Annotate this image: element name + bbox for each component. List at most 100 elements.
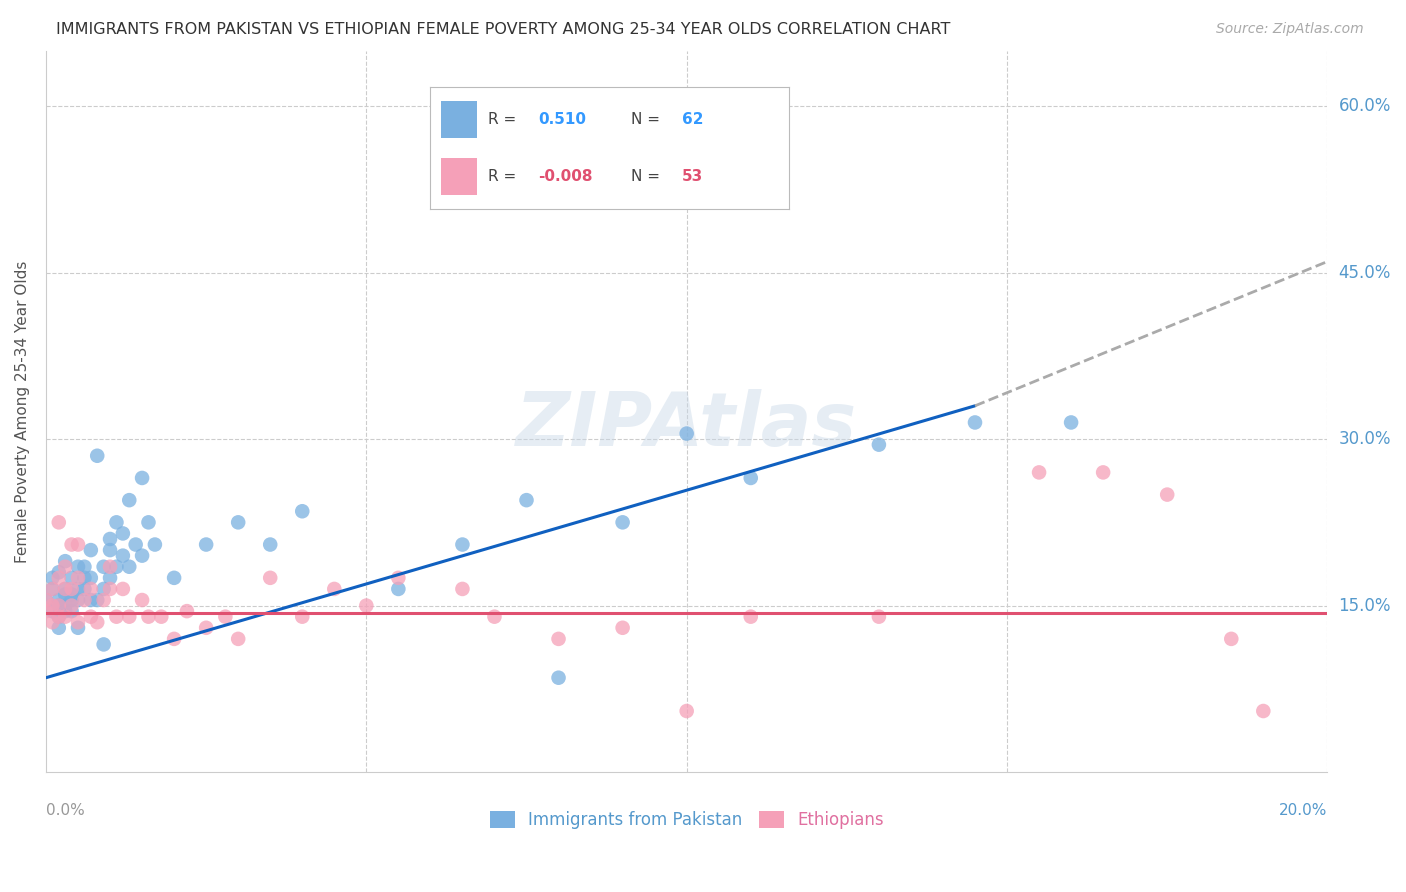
- Point: [118, 559, 141, 574]
- Point: [105, 516, 128, 530]
- Point: [387, 582, 409, 596]
- Point: [60, 537, 83, 551]
- Point: [131, 549, 153, 563]
- Point: [105, 559, 128, 574]
- Point: [1060, 416, 1083, 430]
- Point: [1028, 466, 1050, 480]
- Point: [93, 593, 115, 607]
- Text: 15.0%: 15.0%: [1339, 597, 1391, 615]
- Point: [195, 537, 218, 551]
- Point: [41, 571, 63, 585]
- Point: [60, 599, 83, 613]
- Point: [451, 582, 474, 596]
- Point: [98, 559, 121, 574]
- Point: [740, 609, 762, 624]
- Point: [259, 571, 281, 585]
- Point: [66, 615, 89, 630]
- Point: [73, 582, 96, 596]
- Point: [60, 593, 83, 607]
- Point: [868, 609, 890, 624]
- Point: [66, 582, 89, 596]
- Point: [53, 582, 76, 596]
- Point: [66, 537, 89, 551]
- Point: [93, 559, 115, 574]
- Point: [214, 609, 236, 624]
- Point: [80, 571, 103, 585]
- Point: [80, 593, 103, 607]
- Point: [138, 516, 160, 530]
- Point: [963, 416, 986, 430]
- Point: [35, 593, 58, 607]
- Point: [48, 609, 70, 624]
- Point: [259, 537, 281, 551]
- Point: [612, 621, 634, 635]
- Point: [35, 593, 58, 607]
- Point: [138, 609, 160, 624]
- Y-axis label: Female Poverty Among 25-34 Year Olds: Female Poverty Among 25-34 Year Olds: [15, 260, 30, 563]
- Point: [41, 582, 63, 596]
- Point: [35, 604, 58, 618]
- Point: [41, 604, 63, 618]
- Point: [48, 599, 70, 613]
- Point: [118, 493, 141, 508]
- Point: [48, 621, 70, 635]
- Legend: Immigrants from Pakistan, Ethiopians: Immigrants from Pakistan, Ethiopians: [482, 805, 890, 836]
- Point: [86, 449, 108, 463]
- Point: [53, 587, 76, 601]
- Point: [111, 526, 134, 541]
- Point: [66, 571, 89, 585]
- Point: [48, 599, 70, 613]
- Point: [868, 437, 890, 451]
- Point: [80, 609, 103, 624]
- Point: [66, 593, 89, 607]
- Point: [98, 532, 121, 546]
- Point: [80, 582, 103, 596]
- Point: [73, 559, 96, 574]
- Point: [66, 621, 89, 635]
- Point: [80, 543, 103, 558]
- Point: [60, 571, 83, 585]
- Text: Source: ZipAtlas.com: Source: ZipAtlas.com: [1216, 22, 1364, 37]
- Point: [111, 582, 134, 596]
- Point: [60, 587, 83, 601]
- Point: [48, 593, 70, 607]
- Text: 60.0%: 60.0%: [1339, 97, 1391, 115]
- Point: [547, 671, 569, 685]
- Point: [53, 582, 76, 596]
- Point: [118, 609, 141, 624]
- Point: [484, 609, 506, 624]
- Point: [226, 632, 249, 646]
- Point: [176, 604, 198, 618]
- Point: [226, 516, 249, 530]
- Point: [73, 571, 96, 585]
- Point: [515, 493, 537, 508]
- Point: [143, 537, 166, 551]
- Point: [86, 593, 108, 607]
- Point: [98, 571, 121, 585]
- Text: 20.0%: 20.0%: [1279, 803, 1327, 818]
- Point: [291, 504, 314, 518]
- Point: [53, 599, 76, 613]
- Point: [48, 571, 70, 585]
- Point: [98, 543, 121, 558]
- Point: [291, 609, 314, 624]
- Point: [195, 621, 218, 635]
- Point: [124, 537, 146, 551]
- Point: [60, 582, 83, 596]
- Point: [547, 632, 569, 646]
- Text: 30.0%: 30.0%: [1339, 430, 1391, 448]
- Point: [53, 604, 76, 618]
- Text: 0.0%: 0.0%: [46, 803, 84, 818]
- Point: [387, 571, 409, 585]
- Point: [163, 571, 186, 585]
- Point: [53, 554, 76, 568]
- Point: [48, 609, 70, 624]
- Point: [41, 599, 63, 613]
- Point: [1220, 632, 1243, 646]
- Point: [356, 599, 378, 613]
- Text: ZIPAtlas: ZIPAtlas: [516, 389, 858, 462]
- Point: [48, 566, 70, 580]
- Point: [111, 549, 134, 563]
- Point: [1253, 704, 1275, 718]
- Point: [451, 537, 474, 551]
